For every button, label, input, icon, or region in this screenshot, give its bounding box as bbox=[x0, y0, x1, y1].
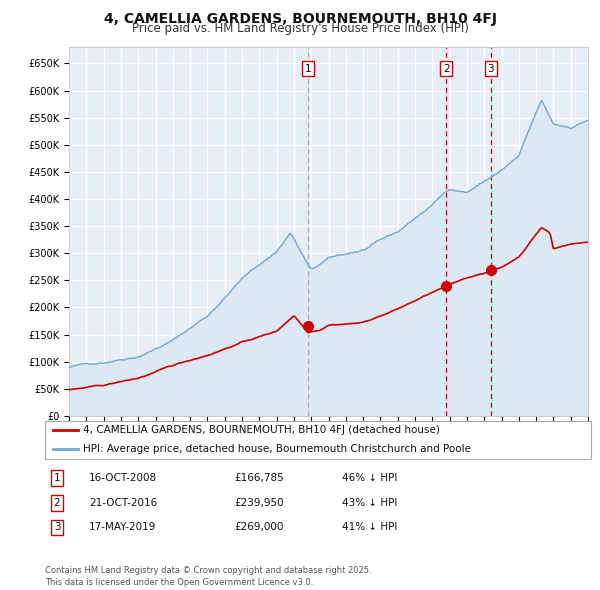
Text: 2: 2 bbox=[443, 64, 449, 74]
Text: 43% ↓ HPI: 43% ↓ HPI bbox=[342, 498, 397, 507]
Text: 17-MAY-2019: 17-MAY-2019 bbox=[89, 523, 156, 532]
Text: 3: 3 bbox=[53, 523, 61, 532]
Text: 46% ↓ HPI: 46% ↓ HPI bbox=[342, 473, 397, 483]
Text: £269,000: £269,000 bbox=[234, 523, 283, 532]
Text: Contains HM Land Registry data © Crown copyright and database right 2025.
This d: Contains HM Land Registry data © Crown c… bbox=[45, 566, 371, 587]
Text: 2: 2 bbox=[53, 498, 61, 507]
Text: £239,950: £239,950 bbox=[234, 498, 284, 507]
Text: 16-OCT-2008: 16-OCT-2008 bbox=[89, 473, 157, 483]
Text: 3: 3 bbox=[487, 64, 494, 74]
Text: 21-OCT-2016: 21-OCT-2016 bbox=[89, 498, 157, 507]
Text: 1: 1 bbox=[304, 64, 311, 74]
Text: 1: 1 bbox=[53, 473, 61, 483]
Text: Price paid vs. HM Land Registry's House Price Index (HPI): Price paid vs. HM Land Registry's House … bbox=[131, 22, 469, 35]
Text: HPI: Average price, detached house, Bournemouth Christchurch and Poole: HPI: Average price, detached house, Bour… bbox=[83, 444, 471, 454]
Text: 41% ↓ HPI: 41% ↓ HPI bbox=[342, 523, 397, 532]
Text: £166,785: £166,785 bbox=[234, 473, 284, 483]
Text: 4, CAMELLIA GARDENS, BOURNEMOUTH, BH10 4FJ: 4, CAMELLIA GARDENS, BOURNEMOUTH, BH10 4… bbox=[104, 12, 497, 26]
Text: 4, CAMELLIA GARDENS, BOURNEMOUTH, BH10 4FJ (detached house): 4, CAMELLIA GARDENS, BOURNEMOUTH, BH10 4… bbox=[83, 425, 440, 435]
